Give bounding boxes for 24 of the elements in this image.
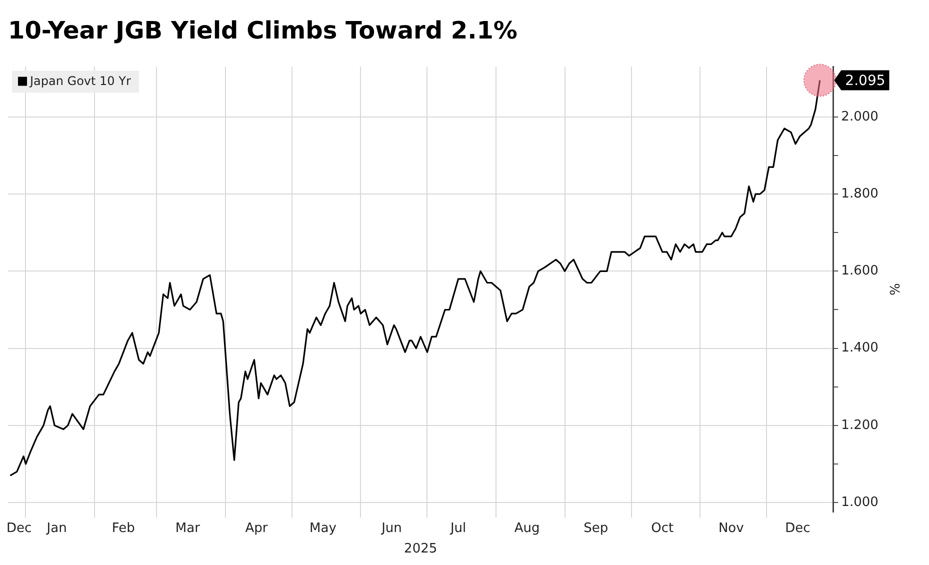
y-axis-title: %	[886, 283, 901, 296]
x-tick-label: Nov	[718, 520, 744, 536]
x-tick-label: Mar	[175, 520, 201, 536]
chart-title: 10-Year JGB Yield Climbs Toward 2.1%	[8, 16, 518, 45]
x-axis-title: 2025	[404, 542, 438, 557]
x-tick-label: Feb	[112, 520, 135, 536]
x-tick-label: Jun	[380, 520, 402, 536]
y-tick-label: 1.000	[841, 494, 878, 510]
annotation: 2.095	[845, 72, 886, 89]
x-tick-label: Apr	[245, 520, 268, 536]
x-tick-label: Dec	[785, 520, 810, 536]
y-tick-label: 2.000	[841, 109, 878, 124]
y-tick-label: 1.200	[841, 418, 878, 433]
x-tick-label: May	[310, 520, 337, 536]
legend-label: Japan Govt 10 Yr	[29, 74, 131, 88]
y-tick-label: 1.800	[841, 186, 878, 202]
x-tick-label: Dec	[6, 520, 32, 536]
y-tick-label: 1.600	[841, 264, 878, 279]
x-tick-label: Oct	[651, 520, 674, 536]
x-tick-label: Aug	[514, 520, 540, 536]
x-tick-label: Jan	[46, 520, 67, 536]
y-tick-label: 1.400	[841, 340, 878, 356]
x-tick-label: Jul	[449, 520, 466, 536]
x-tick-label: Sep	[584, 520, 608, 536]
